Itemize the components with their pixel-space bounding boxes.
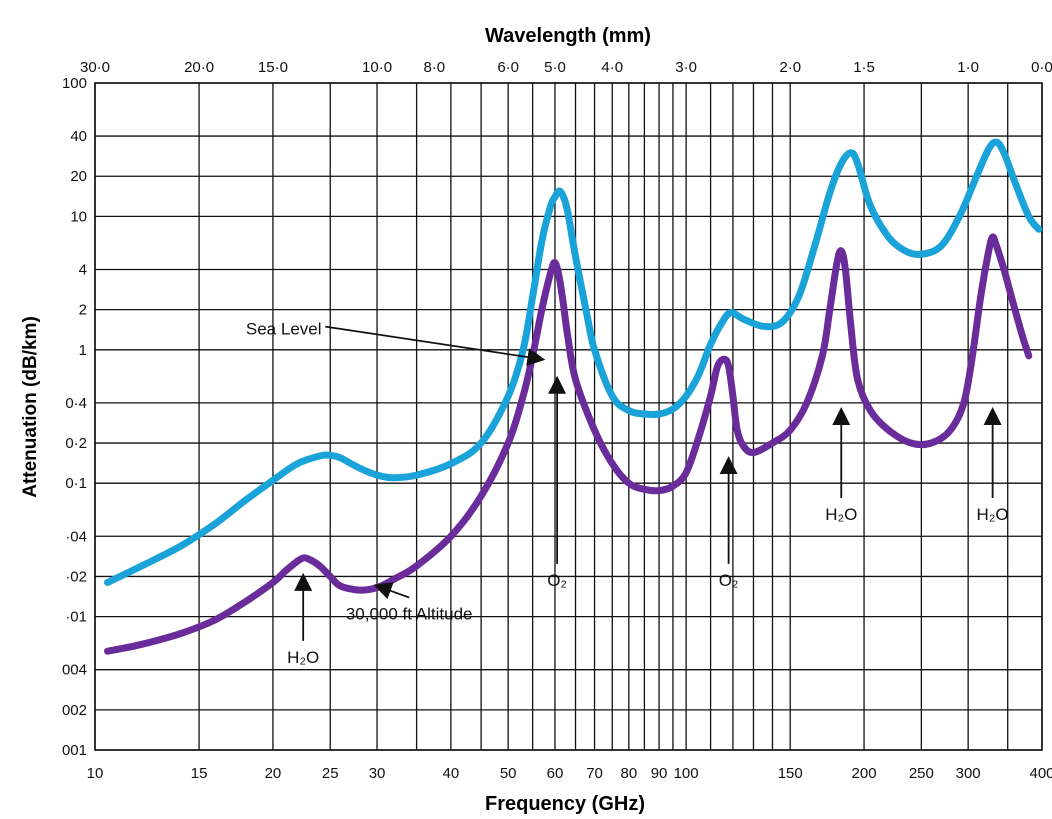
y-tick-label: ·01 — [65, 609, 87, 626]
chart-title: Wavelength (mm) — [485, 25, 651, 47]
annotation-label: Sea Level — [246, 320, 322, 339]
altitude-30000ft-curve — [104, 233, 1033, 655]
x-tick-label: 50 — [500, 765, 517, 782]
annotation-label: O₂ — [547, 571, 567, 590]
y-tick-label: 001 — [62, 742, 87, 759]
top-tick-label: 1·5 — [853, 59, 875, 76]
annotation-label: 30,000 ft Altitude — [346, 605, 473, 624]
x-tick-label: 25 — [322, 765, 339, 782]
y-tick-label: 0·2 — [65, 435, 87, 452]
y-tick-label: 1 — [79, 342, 87, 359]
top-tick-label: 6·0 — [497, 59, 519, 76]
tick-labels: 10 15 20 25 30 40 50 60 70 80 90 100 150 200 250 300 400… — [62, 59, 1052, 782]
x-tick-label: 250 — [909, 765, 934, 782]
annotation-label: H₂O — [977, 505, 1009, 524]
sea-level-curve — [104, 138, 1043, 586]
y-tick-label: ·02 — [65, 568, 87, 585]
annotation-label: H₂O — [825, 505, 857, 524]
y-tick-label: 002 — [62, 702, 87, 719]
top-tick-label: 5·0 — [544, 59, 566, 76]
x-tick-label: 200 — [852, 765, 877, 782]
annotation-arrow — [325, 325, 546, 366]
x-tick-label: 15 — [191, 765, 208, 782]
x-tick-label: 80 — [620, 765, 637, 782]
annotation-label: H₂O — [287, 648, 319, 667]
top-tick-label: 1·0 — [957, 59, 979, 76]
x-tick-label: 400 — [1029, 765, 1052, 782]
top-tick-label: 8·0 — [423, 59, 445, 76]
x-tick-label: 100 — [674, 765, 699, 782]
x-tick-label: 30 — [369, 765, 386, 782]
x-axis-label: Frequency (GHz) — [485, 793, 645, 815]
y-tick-label: 20 — [70, 168, 87, 185]
y-tick-label: 100 — [62, 75, 87, 92]
top-tick-label: 3·0 — [675, 59, 697, 76]
y-tick-label: 0·1 — [65, 475, 87, 492]
top-tick-label: 2·0 — [779, 59, 801, 76]
x-tick-label: 150 — [778, 765, 803, 782]
top-tick-label: 20·0 — [184, 59, 214, 76]
x-tick-label: 60 — [547, 765, 564, 782]
top-tick-label: 4·0 — [601, 59, 623, 76]
y-tick-label: 10 — [70, 208, 87, 225]
y-tick-label: 004 — [62, 662, 87, 679]
top-tick-label: 30·0 — [80, 59, 110, 76]
top-tick-label: 10·0 — [362, 59, 392, 76]
y-tick-label: 0·4 — [65, 395, 87, 412]
x-tick-label: 10 — [87, 765, 104, 782]
annotations: Sea Level 30,000 ft Altitude H₂O O₂ O₂ H₂O H₂O — [246, 320, 1009, 667]
y-tick-label: 2 — [79, 302, 87, 319]
x-tick-label: 300 — [956, 765, 981, 782]
x-tick-label: 90 — [651, 765, 668, 782]
x-tick-label: 70 — [586, 765, 603, 782]
top-tick-label: 15·0 — [258, 59, 288, 76]
grid — [94, 82, 1043, 751]
annotation-arrow — [373, 582, 410, 600]
y-tick-label: 40 — [70, 128, 87, 145]
y-tick-label: 4 — [79, 261, 87, 278]
y-tick-label: ·04 — [65, 528, 87, 545]
top-tick-label: 0·0 — [1031, 59, 1052, 76]
annotation-label: O₂ — [719, 571, 739, 590]
y-axis-label: Attenuation (dB/km) — [20, 316, 41, 498]
plot-frame — [94, 82, 1043, 751]
x-tick-label: 20 — [265, 765, 282, 782]
series — [104, 138, 1043, 655]
x-tick-label: 40 — [443, 765, 460, 782]
